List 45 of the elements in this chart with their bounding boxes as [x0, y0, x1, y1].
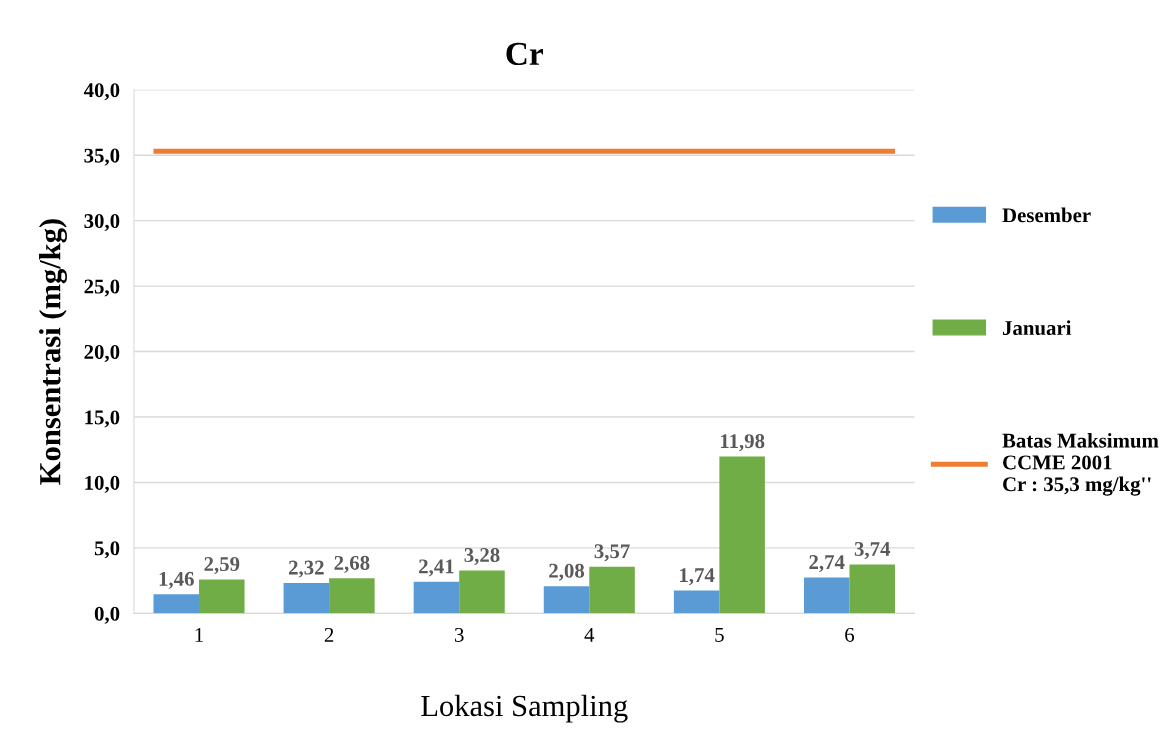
x-tick-label: 5: [715, 628, 724, 642]
chart-title: Cr: [506, 42, 543, 66]
data-label: 3,57: [594, 544, 630, 562]
y-tick-label: 0,0: [94, 606, 120, 624]
bar: [849, 564, 896, 614]
bar: [329, 578, 375, 614]
data-label: 2,41: [419, 559, 454, 577]
y-tick-label: 35,0: [84, 148, 120, 166]
bar: [283, 582, 330, 614]
y-tick-label: 10,0: [85, 475, 120, 493]
y-axis-title: Konsentrasi (mg/kg): [39, 219, 67, 485]
y-tick-label: 30,0: [84, 214, 120, 232]
y-tick-label: 15,0: [85, 410, 120, 428]
x-tick-label: 2: [324, 627, 334, 642]
bar: [673, 590, 720, 614]
x-tick-label: 6: [845, 627, 855, 642]
bar: [459, 570, 505, 614]
bar: [719, 456, 765, 614]
x-tick-label: 3: [454, 627, 464, 642]
data-label: 3,74: [854, 542, 891, 560]
y-tick-label: 40,0: [83, 83, 120, 101]
x-tick-label: 4: [584, 627, 595, 642]
data-label: 1,46: [159, 571, 194, 589]
bar: [543, 586, 590, 614]
bar: [199, 579, 245, 614]
data-label: 1,74: [680, 568, 715, 586]
bar: [589, 566, 635, 614]
data-label: 2,08: [549, 563, 585, 581]
data-label: 3,28: [464, 547, 500, 566]
bar: [153, 594, 200, 614]
data-label: 2,59: [204, 557, 240, 575]
bar: [803, 577, 850, 614]
y-tick-label: 20,0: [84, 344, 120, 363]
legend-label: Batas Maksimum CCME 2001 Cr : 35,3 mg/kg'': [1002, 433, 1159, 496]
x-axis-title: Lokasi Sampling: [421, 694, 628, 723]
data-label: 2,68: [334, 555, 370, 573]
data-label: 11,98: [720, 434, 765, 452]
y-tick-label: 5,0: [94, 541, 120, 559]
bar: [413, 581, 460, 614]
legend-label: Januari: [1002, 320, 1072, 336]
data-label: 2,74: [809, 555, 845, 573]
y-tick-label: 25,0: [84, 279, 120, 297]
data-label: 2,32: [288, 560, 324, 578]
legend-label: Desember: [1002, 207, 1091, 223]
x-tick-label: 1: [195, 627, 203, 642]
